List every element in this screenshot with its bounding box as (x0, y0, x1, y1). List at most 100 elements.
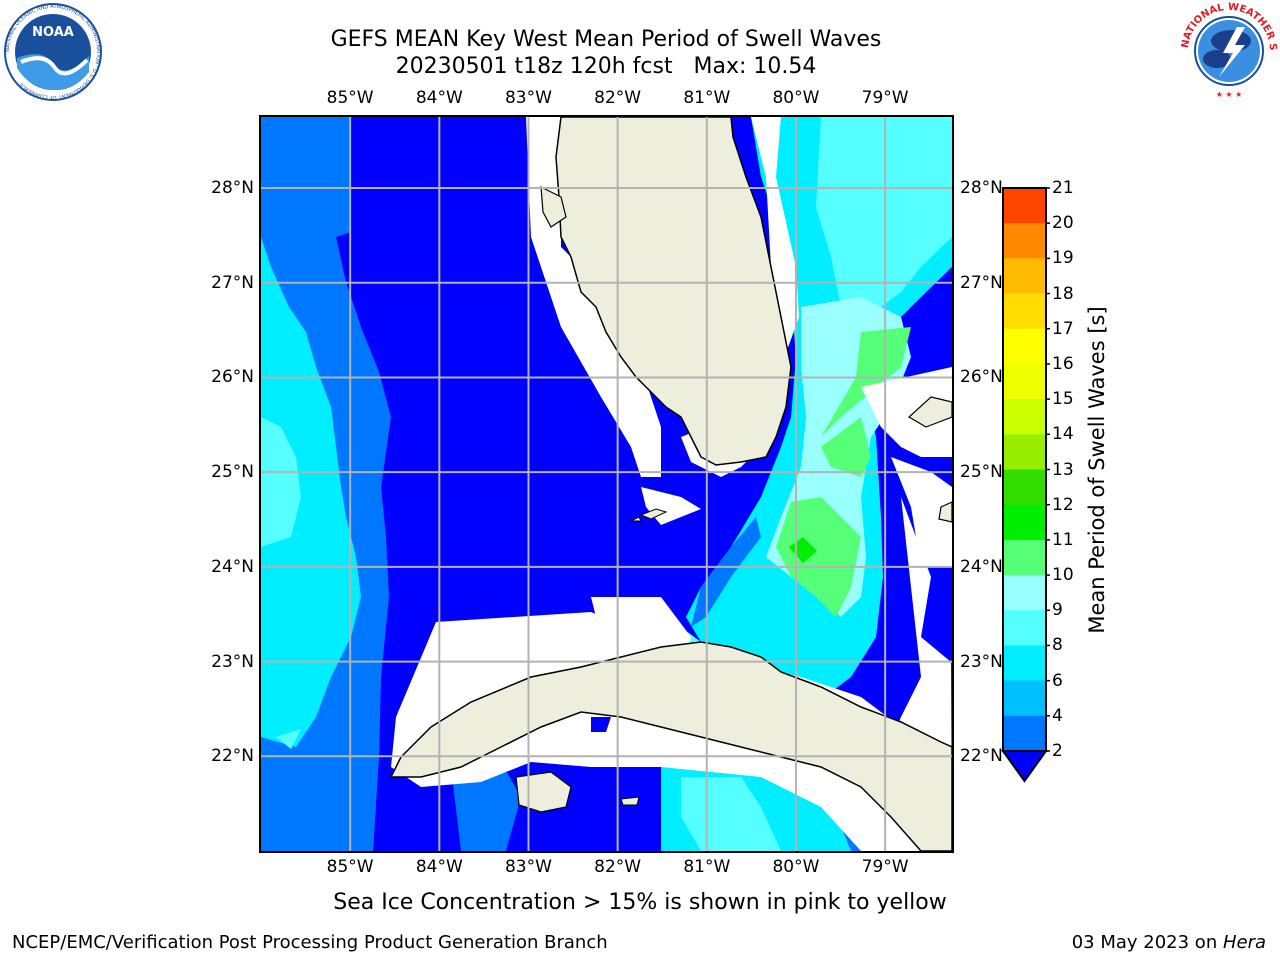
colorbar-tick-label: 2 (1052, 741, 1063, 761)
lon-tick-label-bot: 83°W (504, 857, 552, 877)
svg-text:★ ★ ★: ★ ★ ★ (1216, 90, 1243, 99)
lon-tick-label-bot: 80°W (772, 857, 820, 877)
colorbar-segment (1003, 645, 1046, 682)
land-florida-west-coast (540, 185, 567, 228)
footer-date-text: 03 May 2023 on (1071, 932, 1223, 953)
lat-tick-label-right: 28°N (960, 178, 1003, 199)
lat-tick-label-left: 24°N (211, 556, 254, 577)
period-field-6-8-west (261, 417, 301, 547)
lon-tick-label-bot: 81°W (683, 857, 731, 877)
colorbar-segment (1003, 715, 1046, 752)
colorbar-tick-label: 21 (1052, 178, 1074, 198)
land-cayo-largo (620, 796, 640, 806)
lon-tick-label-top: 79°W (861, 88, 909, 108)
land-cuba (389, 641, 952, 851)
colorbar-segment (1003, 504, 1046, 541)
colorbar-tick-label: 20 (1052, 213, 1074, 234)
colorbar-segment (1003, 575, 1046, 611)
lat-tick-label-right: 25°N (960, 462, 1003, 483)
colorbar-tick-label: 16 (1052, 353, 1074, 374)
lon-tick-label-top: 83°W (504, 88, 552, 108)
colorbar-segment (1003, 188, 1046, 224)
lon-tick-label-top: 85°W (326, 88, 374, 108)
lat-tick-label-left: 27°N (211, 272, 254, 293)
colorbar-tick-label: 9 (1052, 600, 1063, 621)
period-field-2-4-cuba-west (451, 762, 521, 851)
colorbar-tick-label: 12 (1052, 494, 1074, 515)
land-florida-keys (630, 508, 668, 522)
land-grand-bahama (907, 396, 952, 428)
lon-tick-label-bot: 84°W (415, 857, 463, 877)
lat-tick-label-right: 24°N (960, 556, 1003, 577)
colorbar-tick-label: 8 (1052, 635, 1063, 656)
period-field-2-4-straits (691, 517, 761, 627)
colorbar-segment (1003, 328, 1046, 365)
masked-area-cuba (391, 612, 952, 851)
lon-tick-label-top: 81°W (683, 88, 731, 108)
colorbar-tick-label: 14 (1052, 424, 1074, 445)
noaa-logo-text: NOAA (32, 25, 74, 40)
lat-tick-label-right: 26°N (960, 367, 1003, 388)
colorbar-segment (1003, 539, 1046, 576)
lon-tick-label-bot: 85°W (326, 857, 374, 877)
land-isla-de-la-juventud (515, 771, 572, 813)
masked-area-bahamas-mid (891, 457, 952, 567)
period-field-9-10-south (776, 497, 861, 617)
footer-machine: Hera (1222, 932, 1266, 953)
colorbar-segment (1003, 680, 1046, 717)
lat-tick-label-left: 22°N (211, 746, 254, 767)
period-field-6-8-northeast (816, 117, 952, 317)
map-panel (259, 115, 954, 853)
colorbar-segment (1003, 223, 1046, 259)
sea-ice-note: Sea Ice Concentration > 15% is shown in … (333, 890, 947, 915)
lon-tick-label-bot: 82°W (594, 857, 642, 877)
period-field-under-2-cuba-gap (591, 717, 611, 732)
colorbar-segment (1003, 610, 1046, 646)
colorbar-tick-label: 15 (1052, 389, 1074, 410)
lat-tick-label-left: 23°N (211, 651, 254, 672)
colorbar-under-arrow (1001, 750, 1048, 783)
footer-date: 03 May 2023 on Hera (1072, 932, 1266, 953)
lat-tick-label-right: 23°N (960, 651, 1003, 672)
colorbar-tick-label: 10 (1052, 565, 1074, 586)
period-field-under-2-isla (571, 767, 631, 807)
colorbar-segment (1003, 258, 1046, 295)
lon-tick-label-top: 84°W (415, 88, 463, 108)
lat-tick-label-left: 26°N (211, 367, 254, 388)
lat-tick-label-left: 25°N (211, 462, 254, 483)
land-andros (938, 501, 952, 523)
lon-tick-label-top: 82°W (594, 88, 642, 108)
chart-title: GEFS MEAN Key West Mean Period of Swell … (256, 26, 956, 80)
colorbar-label: Mean Period of Swell Waves [s] (1085, 306, 1109, 634)
noaa-logo: NOAA NATIONAL OCEANIC AND ATMOSPHERIC AD… (4, 3, 102, 101)
period-field-6-8-west-spot (276, 729, 301, 749)
map-gridlines (261, 117, 952, 851)
title-line-1: GEFS MEAN Key West Mean Period of Swell … (330, 27, 882, 52)
colorbar-segment (1003, 399, 1046, 435)
colorbar-tick-label: 11 (1052, 529, 1074, 550)
colorbar-tick-label: 18 (1052, 283, 1074, 304)
colorbar (1001, 187, 1050, 783)
lat-tick-label-right: 22°N (960, 746, 1003, 767)
nws-logo: NATIONAL WEATHER SERVICE ★ ★ ★ (1179, 1, 1278, 99)
colorbar-tick-label: 4 (1052, 705, 1063, 726)
masked-area-bahamas-north (861, 367, 952, 457)
colorbar-tick-label: 13 (1052, 459, 1074, 480)
period-field-9-10-north (821, 327, 911, 437)
lat-tick-label-right: 27°N (960, 272, 1003, 293)
colorbar-tick-label: 19 (1052, 248, 1074, 269)
lat-tick-label-left: 28°N (211, 178, 254, 199)
colorbar-segment (1003, 469, 1046, 506)
colorbar-segment (1003, 363, 1046, 400)
period-field-9-10-mid (821, 417, 871, 477)
map-canvas (261, 117, 952, 851)
colorbar-tick-label: 17 (1052, 318, 1074, 339)
lon-tick-label-bot: 79°W (861, 857, 909, 877)
period-field-4-6-west (261, 237, 361, 747)
title-line-2: 20230501 t18z 120h fcst Max: 10.54 (395, 54, 817, 79)
colorbar-segment (1003, 293, 1046, 330)
colorbar-tick-label: 6 (1052, 670, 1063, 691)
lon-tick-label-top: 80°W (772, 88, 820, 108)
footer-producer: NCEP/EMC/Verification Post Processing Pr… (12, 932, 608, 953)
colorbar-segment (1003, 434, 1046, 470)
